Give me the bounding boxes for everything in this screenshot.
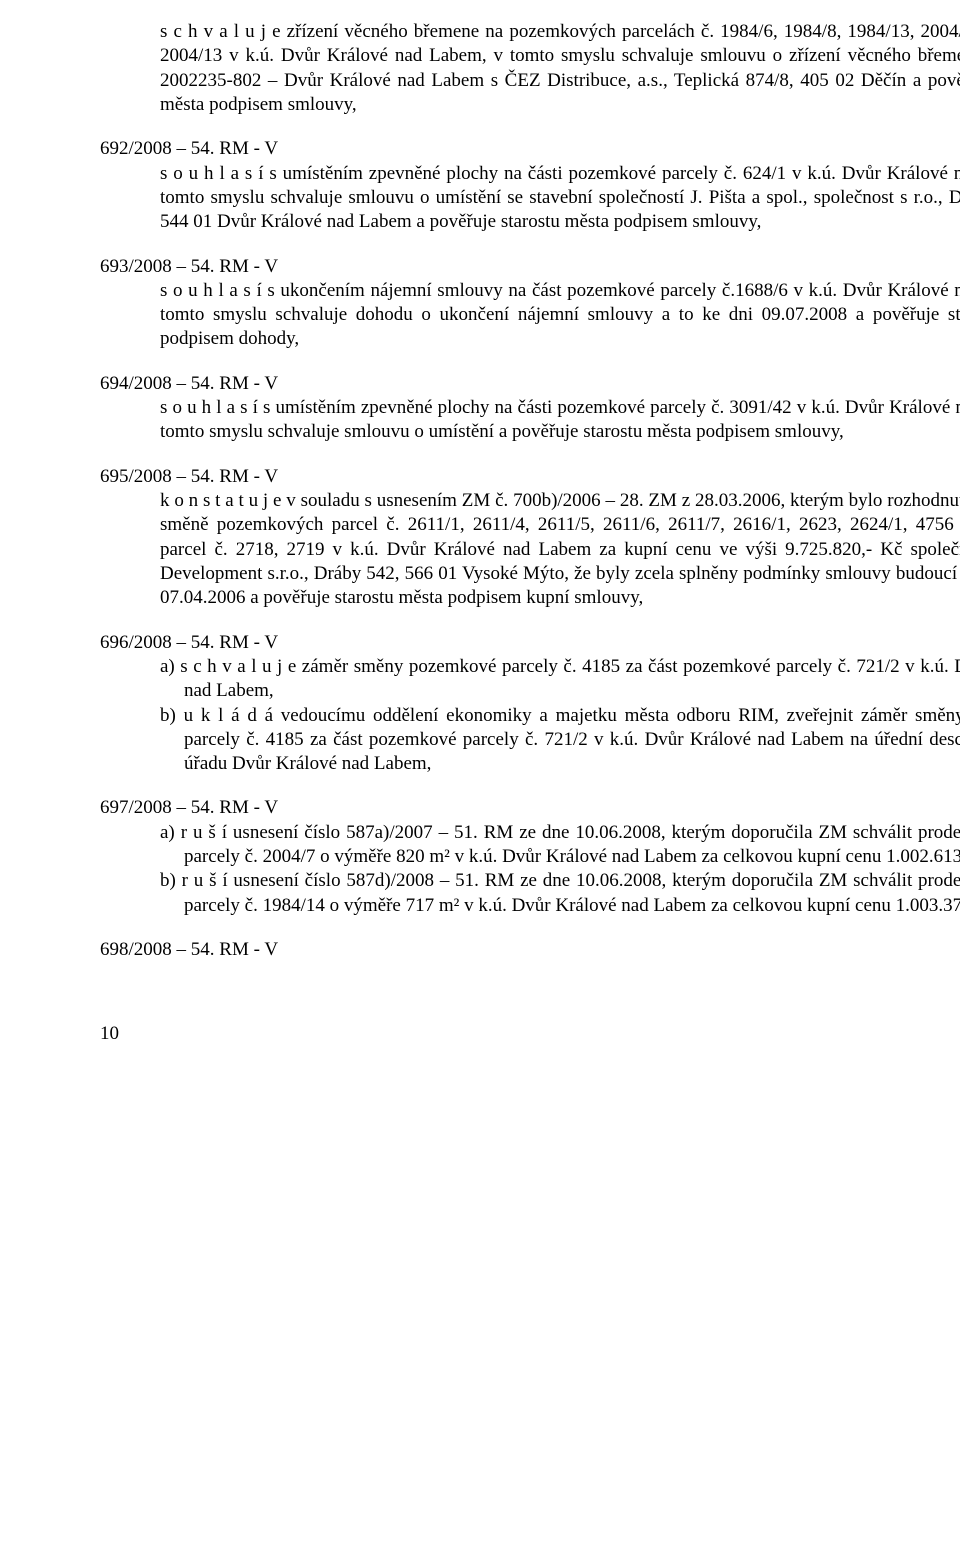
resolution-697: 697/2008 – 54. RM - V a) r u š í usnesen… bbox=[100, 796, 960, 918]
resolution-696: 696/2008 – 54. RM - V a) s c h v a l u j… bbox=[100, 631, 960, 777]
resolution-695: 695/2008 – 54. RM - V k o n s t a t u j … bbox=[100, 465, 960, 611]
resolution-sub-a: a) s c h v a l u j e záměr směny pozemko… bbox=[100, 655, 960, 704]
resolution-body: s o u h l a s í s ukončením nájemní smlo… bbox=[100, 279, 960, 352]
resolution-heading: 694/2008 – 54. RM - V bbox=[100, 372, 960, 396]
resolution-sub-b: b) u k l á d á vedoucímu oddělení ekonom… bbox=[100, 704, 960, 777]
resolution-694: 694/2008 – 54. RM - V s o u h l a s í s … bbox=[100, 372, 960, 445]
resolution-heading: 693/2008 – 54. RM - V bbox=[100, 255, 960, 279]
resolution-692: 692/2008 – 54. RM - V s o u h l a s í s … bbox=[100, 137, 960, 234]
page-number: 10 bbox=[100, 1022, 960, 1046]
resolution-body: s o u h l a s í s umístěním zpevněné plo… bbox=[100, 396, 960, 445]
resolution-body: k o n s t a t u j e v souladu s usnesení… bbox=[100, 489, 960, 611]
resolution-sub-a: a) r u š í usnesení číslo 587a)/2007 – 5… bbox=[100, 821, 960, 870]
resolution-sub-b: b) r u š í usnesení číslo 587d)/2008 – 5… bbox=[100, 869, 960, 918]
resolution-body: s o u h l a s í s umístěním zpevněné plo… bbox=[100, 162, 960, 235]
resolution-693: 693/2008 – 54. RM - V s o u h l a s í s … bbox=[100, 255, 960, 352]
resolution-heading: 692/2008 – 54. RM - V bbox=[100, 137, 960, 161]
resolution-698: 698/2008 – 54. RM - V bbox=[100, 938, 960, 962]
resolution-heading: 698/2008 – 54. RM - V bbox=[100, 938, 960, 962]
resolution-heading: 697/2008 – 54. RM - V bbox=[100, 796, 960, 820]
resolution-691: s c h v a l u j e zřízení věcného břemen… bbox=[100, 20, 960, 117]
resolution-heading: 696/2008 – 54. RM - V bbox=[100, 631, 960, 655]
resolution-body: s c h v a l u j e zřízení věcného břemen… bbox=[100, 20, 960, 117]
resolution-heading: 695/2008 – 54. RM - V bbox=[100, 465, 960, 489]
